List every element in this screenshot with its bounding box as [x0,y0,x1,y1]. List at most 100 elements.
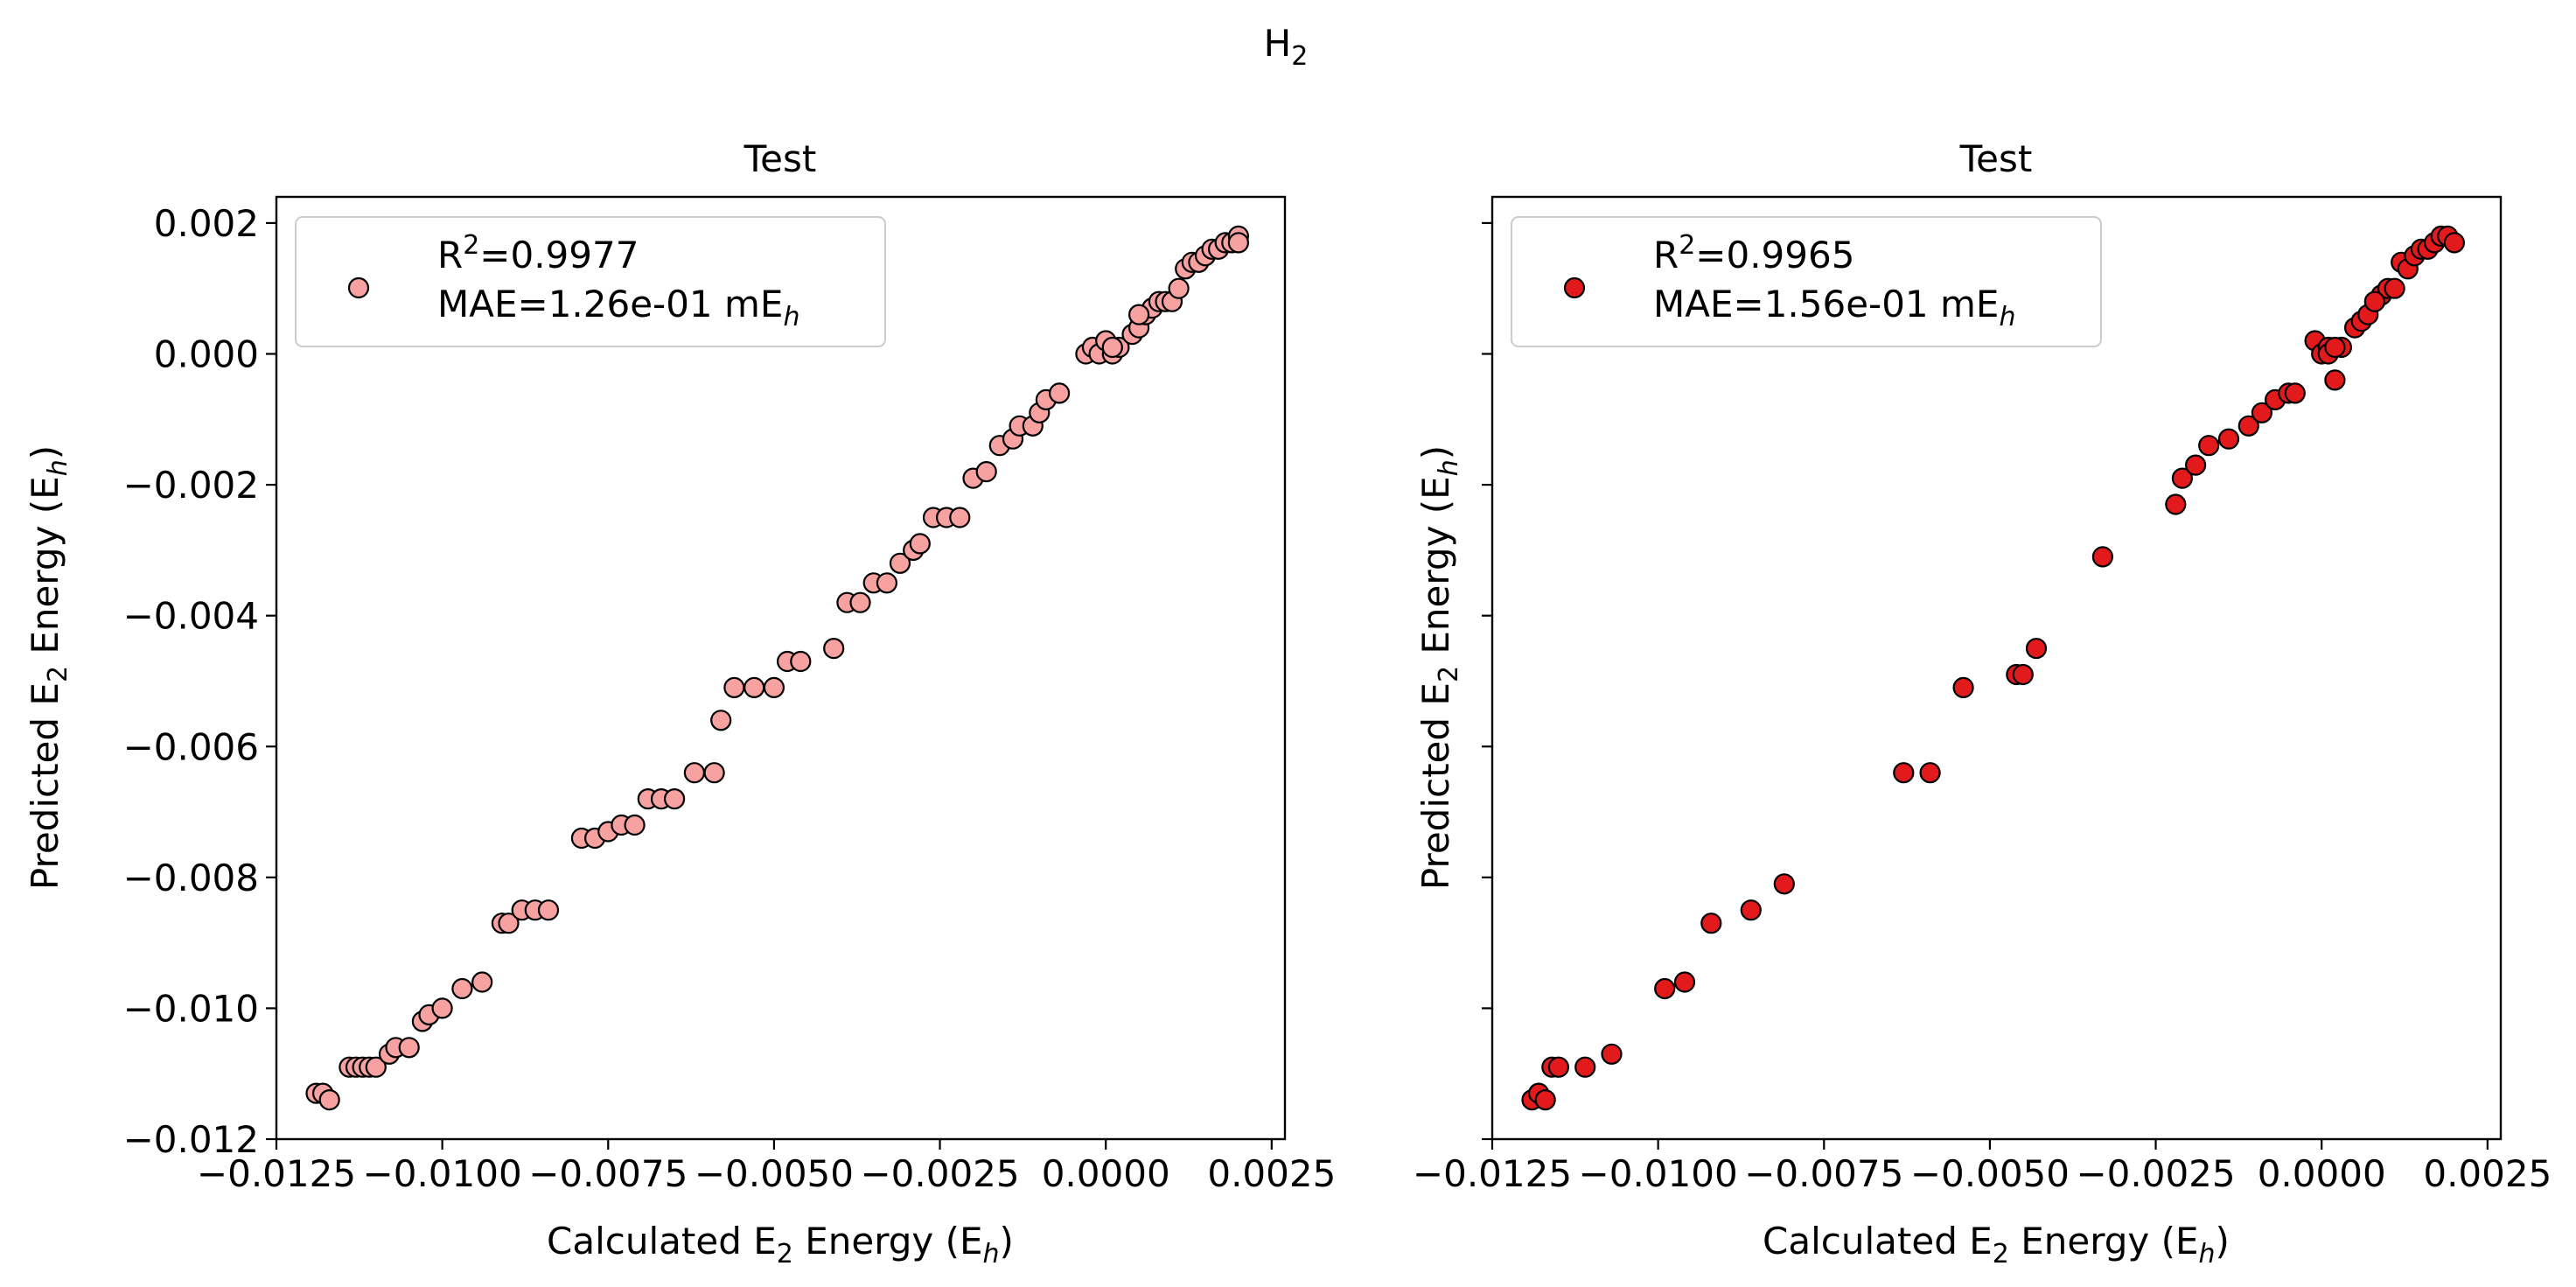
left-x-tick-label: −0.0100 [363,1152,522,1195]
left-scatter-point [451,977,473,1000]
left-legend-box [295,216,886,347]
right-x-ticks: −0.0125 −0.0100 −0.0075 −0.0050 −0.0025 0.000… [1413,1139,2552,1195]
right-scatter-point [2384,277,2405,299]
right-scatter-point [1893,762,1915,784]
left-plot-title: Test [743,137,817,180]
left-x-tick-label: −0.0025 [860,1152,1019,1195]
right-legend-box [1511,216,2102,347]
right-x-axis-label: Calculated E2 Energy (Eh) [1763,1220,2230,1270]
left-scatter-point [849,591,871,613]
left-scatter-point [723,676,745,699]
right-legend-r2: R2=0.9965 [1653,230,1854,276]
left-axes-frame [275,195,1287,1141]
left-y-tick-label: −0.006 [123,725,259,768]
left-x-tick-label: −0.0075 [528,1152,688,1195]
right-scatter-point [1534,1088,1556,1111]
right-scatter-points [1521,225,2465,1111]
left-scatter-point [710,710,732,731]
left-y-tick-label: −0.002 [123,464,259,507]
right-x-tick-label: −0.0125 [1413,1152,1572,1195]
left-scatter-panel: −0.0125 −0.0100 −0.0075 −0.0050 −0.0025 0.000… [24,137,1336,1270]
left-scatter-point [683,762,706,784]
right-y-axis-label: Predicted E2 Energy (Eh) [1414,445,1464,890]
right-scatter-point [2363,290,2385,312]
right-x-tick-label: −0.0100 [1579,1152,1738,1195]
right-x-tick-label: −0.0025 [2076,1152,2235,1195]
left-scatter-point [537,899,560,921]
right-x-tick-label: 0.0000 [2258,1152,2386,1195]
left-scatter-point [318,1088,340,1111]
left-y-axis-label: Predicted E2 Energy (Eh) [24,445,73,890]
right-axes-frame [1490,195,2503,1141]
left-scatter-point [398,1037,420,1059]
left-legend-mae: MAE=1.26e-01 mEh [437,283,799,332]
left-y-tick-label: −0.008 [123,857,259,899]
left-y-tick-label: −0.004 [123,595,259,638]
right-scatter-point [2217,428,2240,450]
right-scatter-point [2012,663,2034,686]
left-scatter-points [305,225,1250,1111]
left-scatter-point [790,650,812,673]
left-scatter-point [365,1056,387,1078]
right-scatter-point [1700,913,1722,934]
right-scatter-point [1740,899,1762,921]
left-scatter-point [909,533,931,555]
right-scatter-point [2443,232,2465,254]
right-scatter-point [1601,1043,1623,1065]
left-scatter-point [1127,304,1150,325]
right-x-tick-label: 0.0025 [2423,1152,2552,1195]
left-x-tick-label: −0.0125 [197,1152,356,1195]
left-scatter-point [823,637,845,660]
right-scatter-point [1673,971,1696,993]
right-scatter-point [1773,873,1795,895]
right-scatter-point [1547,1056,1570,1078]
left-y-tick-label: −0.012 [123,1118,259,1161]
left-x-tick-label: 0.0000 [1042,1152,1170,1195]
left-legend-marker [347,276,370,299]
left-scatter-point [1168,277,1190,299]
left-x-tick-label: 0.0025 [1207,1152,1336,1195]
left-scatter-point [1227,232,1250,254]
right-scatter-point [2091,546,2113,568]
right-scatter-point [1574,1056,1596,1078]
left-scatter-point [743,676,765,699]
right-legend: R2=0.9965 MAE=1.56e-01 mEh [1511,216,2102,347]
right-scatter-point [2165,493,2187,515]
left-scatter-point [975,460,997,483]
left-legend-r2: R2=0.9977 [437,230,639,276]
left-scatter-point [498,913,520,934]
right-scatter-point [2324,336,2346,359]
right-scatter-point [1919,762,1941,784]
left-x-ticks: −0.0125 −0.0100 −0.0075 −0.0050 −0.0025 0.000… [197,1139,1336,1195]
right-scatter-panel: −0.0125 −0.0100 −0.0075 −0.0050 −0.0025 0.000… [1413,137,2552,1270]
left-x-axis-label: Calculated E2 Energy (Eh) [547,1220,1014,1270]
right-legend-marker [1563,276,1586,299]
left-scatter-point [949,507,971,528]
right-scatter-point [2025,637,2048,660]
left-scatter-point [624,814,646,836]
right-scatter-point [2284,382,2306,404]
left-scatter-point [1101,336,1123,359]
left-scatter-point [889,552,911,574]
left-scatter-point [663,787,686,810]
right-plot-title: Test [1959,137,2033,180]
right-scatter-point [2198,435,2220,457]
left-y-tick-label: −0.010 [123,987,259,1030]
right-legend-mae: MAE=1.56e-01 mEh [1653,283,2015,332]
right-x-tick-label: −0.0050 [1910,1152,2070,1195]
left-y-tick-label: 0.000 [154,333,259,376]
right-scatter-point [2171,467,2193,489]
left-scatter-point [431,997,453,1019]
left-y-ticks: −0.012 −0.010 −0.008 −0.006 −0.004 −0.002 0.00… [123,202,276,1161]
left-scatter-point [1048,382,1071,404]
left-scatter-point [876,572,898,594]
left-scatter-point [703,762,725,784]
left-legend: R2=0.9977 MAE=1.26e-01 mEh [295,216,886,347]
right-scatter-point [1654,977,1676,1000]
right-y-ticks [1482,221,1492,1141]
left-x-tick-label: −0.0050 [695,1152,854,1195]
right-scatter-point [2251,402,2272,423]
right-scatter-point [2185,454,2207,476]
right-scatter-point [2237,415,2259,437]
